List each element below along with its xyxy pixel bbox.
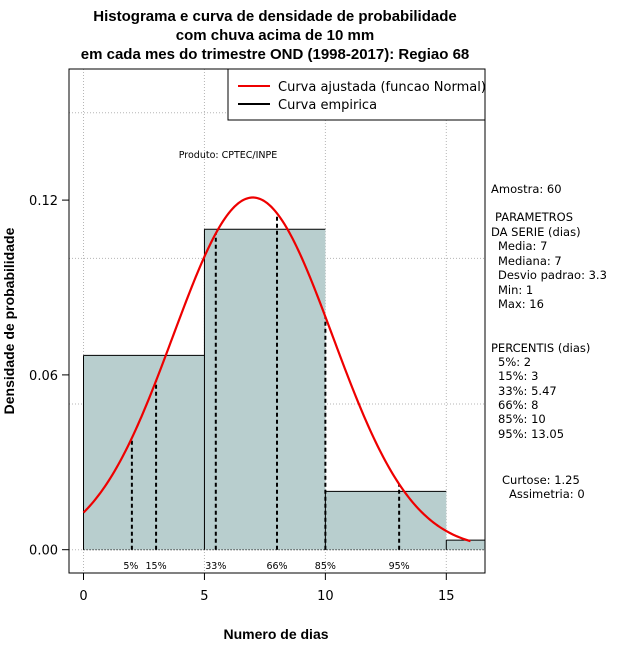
legend-label-fitted: Curva ajustada (funcao Normal) (278, 80, 486, 95)
percentil-66: 66%: 8 (498, 398, 538, 412)
param-max: Max: 16 (498, 297, 544, 311)
param-mean: Media: 7 (498, 239, 547, 253)
percentil-33: 33%: 5.47 (498, 384, 557, 398)
kurtosis: Curtose: 1.25 (502, 473, 580, 487)
x-tick-label-0: 0 (79, 589, 87, 604)
legend: Curva ajustada (funcao Normal) Curva emp… (227, 68, 486, 121)
chart-title-line-1: Histograma e curva de densidade de proba… (93, 8, 456, 25)
histogram-bar-3 (446, 540, 485, 550)
param-median: Mediana: 7 (498, 254, 562, 268)
chart-title-line-2: com chuva acima de 10 mm (176, 27, 374, 44)
histogram-bar-0 (83, 355, 205, 550)
percentile-lines-layer (130, 213, 401, 550)
x-tick-label-2: 10 (317, 589, 334, 604)
histogram-bar-1 (204, 229, 326, 550)
percentile-label-1: 15% (146, 561, 167, 572)
y-tick-label-0: 0.00 (29, 544, 58, 559)
skewness: Assimetria: 0 (509, 487, 585, 501)
percentil-5: 5%: 2 (498, 355, 531, 369)
params-title-2: DA SERIE (dias) (491, 225, 581, 239)
percentile-labels-layer: 5% 15% 33% 66% 85% 95% (123, 561, 409, 572)
percentil-85: 85%: 10 (498, 412, 546, 426)
percentile-label-3: 66% (266, 561, 287, 572)
sample-size: Amostra: 60 (491, 182, 562, 196)
percentile-label-4: 85% (315, 561, 336, 572)
chart-title-line-3: em cada mes do trimestre OND (1998-2017)… (81, 46, 470, 63)
product-annotation: Produto: CPTEC/INPE (179, 150, 278, 161)
percentile-label-2: 33% (205, 561, 226, 572)
curve-layer (82, 196, 471, 543)
legend-box (227, 68, 486, 121)
percentile-label-5: 95% (389, 561, 410, 572)
percentil-95: 95%: 13.05 (498, 427, 564, 441)
x-axis-label: Numero de dias (223, 626, 328, 642)
params-title-1: PARAMETROS (495, 210, 573, 224)
percentile-label-0: 5% (123, 561, 138, 572)
param-sd: Desvio padrao: 3.3 (498, 268, 607, 282)
x-axis: 0 5 10 15 (79, 573, 455, 604)
x-tick-label-3: 15 (438, 589, 455, 604)
fitted-normal-curve (82, 196, 471, 543)
param-min: Min: 1 (498, 283, 533, 297)
y-axis-label: Densidade de probabilidade (1, 227, 17, 414)
bars-layer (83, 228, 485, 551)
side-statistics: Amostra: 60 PARAMETROS DA SERIE (dias) M… (491, 182, 607, 501)
percentis-title: PERCENTIS (dias) (491, 341, 590, 355)
y-axis: 0.00 0.06 0.12 (29, 194, 69, 559)
y-tick-label-2: 0.12 (29, 194, 58, 209)
histogram-bar-2 (325, 491, 447, 550)
legend-label-empirical: Curva empirica (278, 98, 377, 113)
y-tick-label-1: 0.06 (29, 369, 58, 384)
x-tick-label-1: 5 (200, 589, 208, 604)
percentil-15: 15%: 3 (498, 369, 538, 383)
